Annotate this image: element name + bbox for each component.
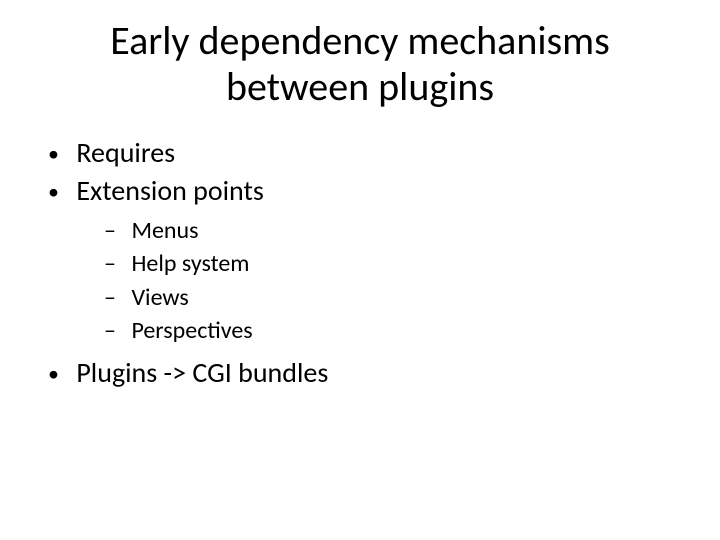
bullet-text: Requires [76,135,175,170]
list-item: Help system [104,247,680,281]
list-item: Menus [104,214,680,248]
list-item: Perspectives [104,314,680,348]
bullet-text: Help system [131,249,249,278]
bullet-list-level2: Menus Help system Views Perspectives [70,214,680,348]
bullet-text: Menus [131,216,198,245]
list-item: Plugins -> CGI bundles [42,354,680,392]
bullet-text: Views [131,283,188,312]
bullet-text: Perspectives [131,316,252,345]
list-item: Views [104,281,680,315]
bullet-text: Plugins -> CGI bundles [76,355,328,390]
bullet-list-level1: Requires Extension points Menus Help sys… [40,134,680,392]
list-item: Extension points Menus Help system Views… [42,172,680,348]
slide: Early dependency mechanisms between plug… [0,0,720,540]
slide-title: Early dependency mechanisms between plug… [40,18,680,110]
bullet-text: Extension points [76,173,263,208]
list-item: Requires [42,134,680,172]
